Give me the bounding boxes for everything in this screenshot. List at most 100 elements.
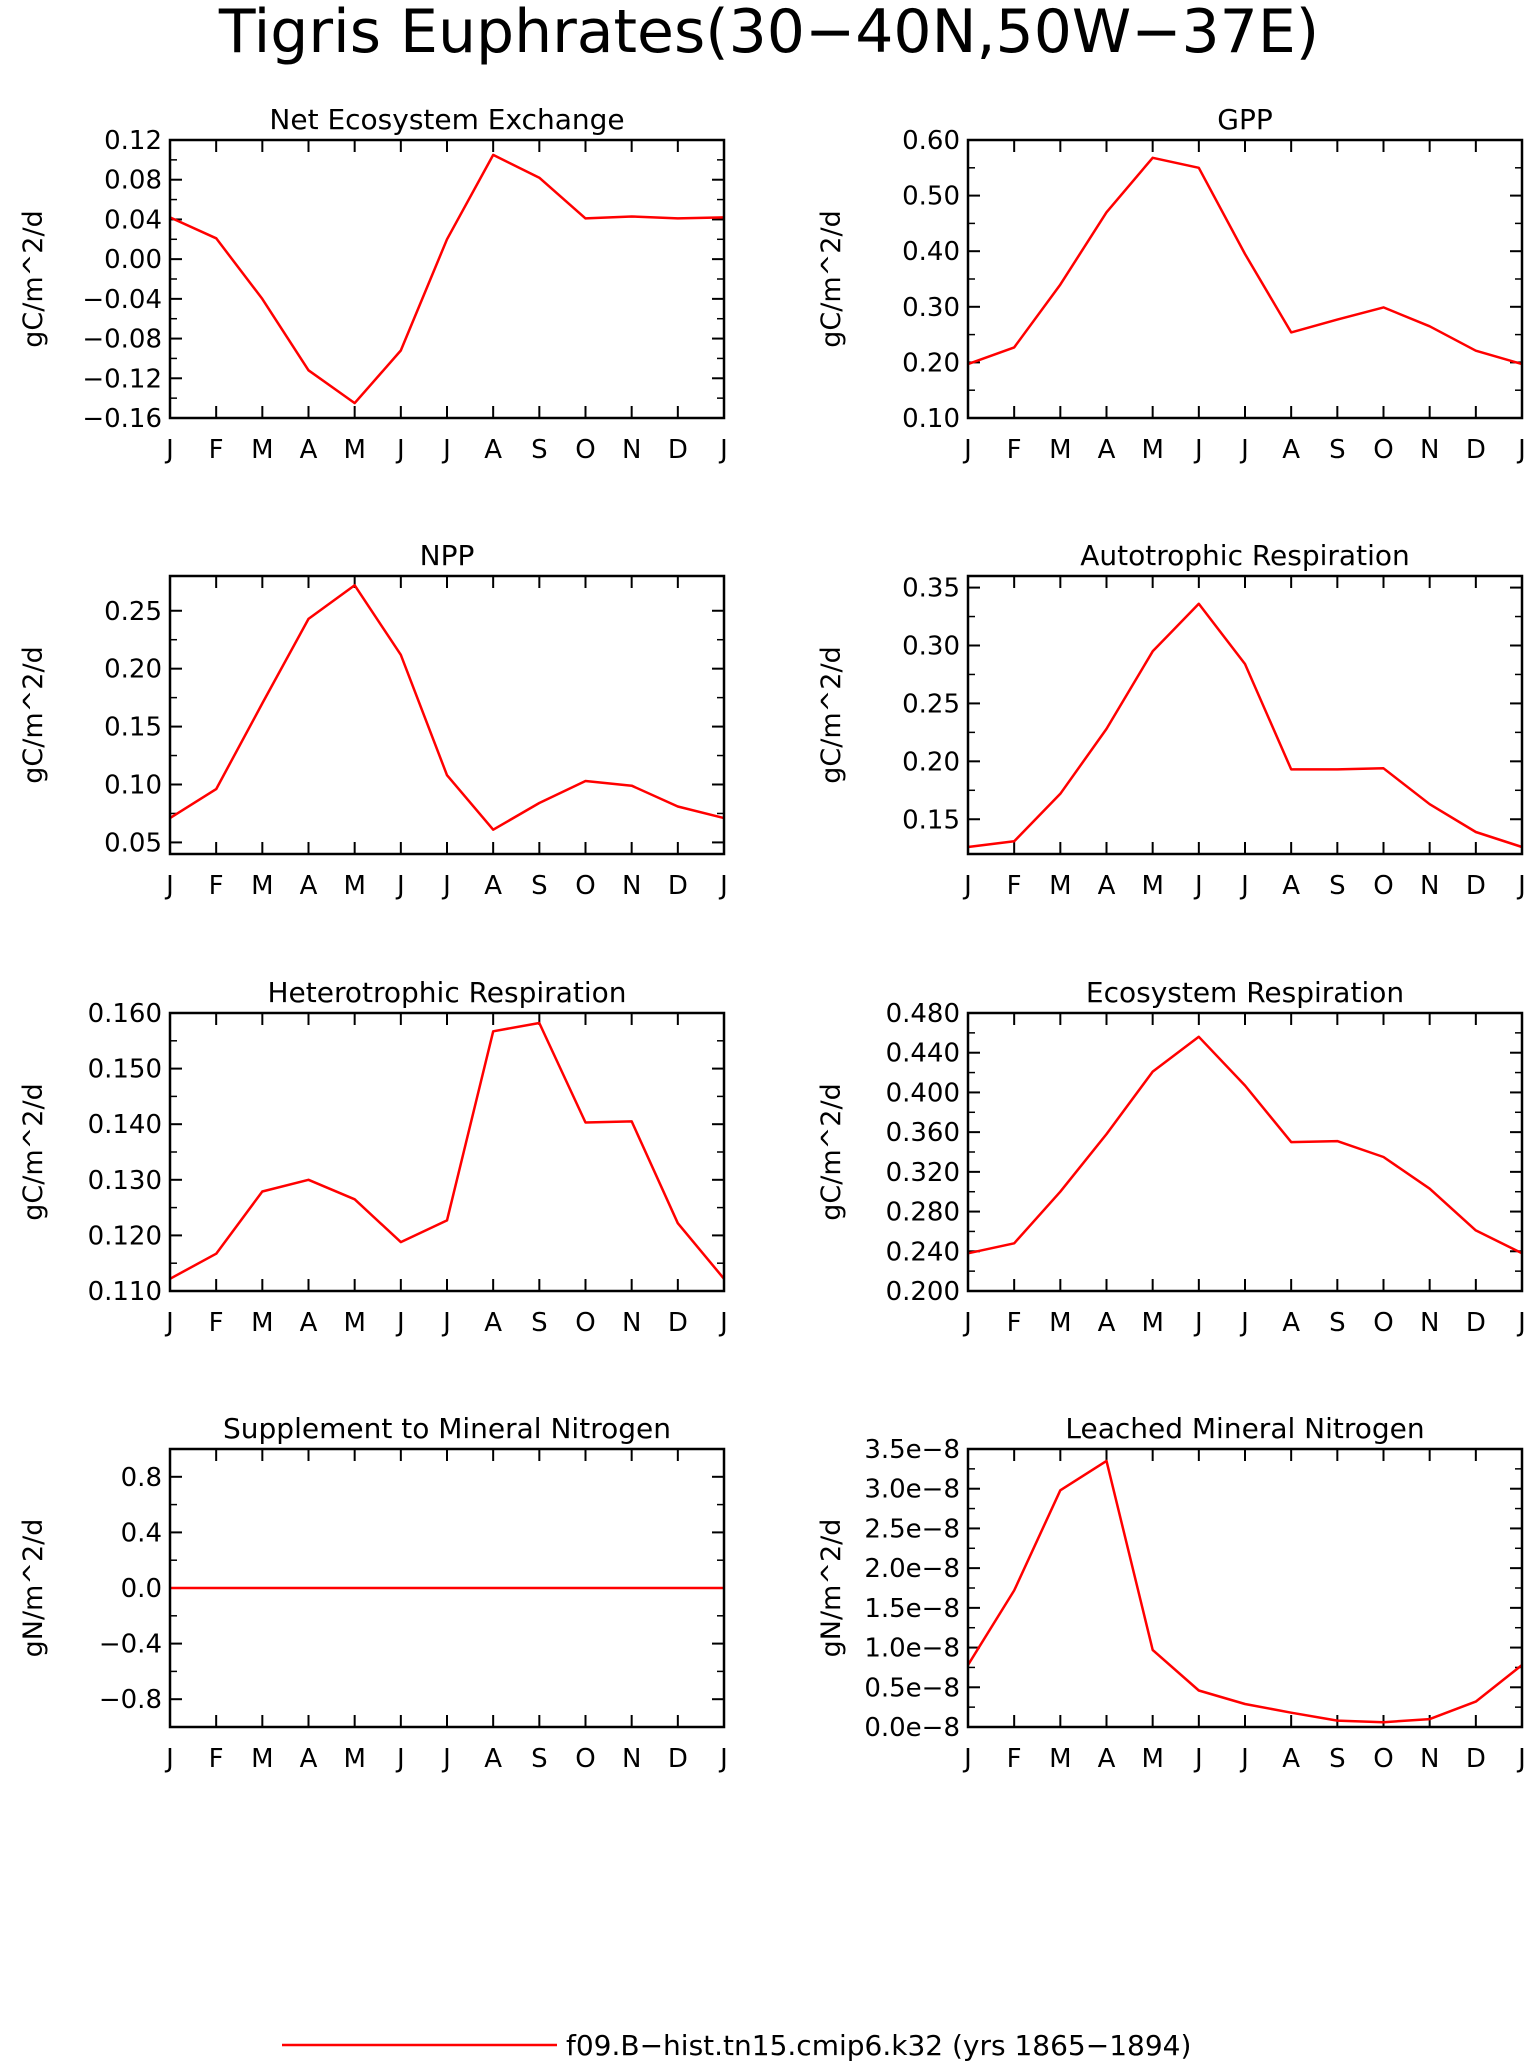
series-line-ecosystem-respiration xyxy=(967,1035,1523,1255)
y-axis-label: gC/m^2/d xyxy=(18,210,49,347)
x-tick-label: A xyxy=(300,1308,318,1338)
series-line-autotrophic-respiration xyxy=(967,602,1523,849)
x-tick-label: S xyxy=(531,1308,548,1338)
x-tick-label: A xyxy=(484,871,502,901)
panel-title: GPP xyxy=(1217,103,1272,136)
x-tick-label: J xyxy=(1193,435,1203,465)
series-line-leached-mineral-nitrogen xyxy=(966,1459,1523,1724)
x-tick-label: O xyxy=(1373,871,1393,901)
y-tick-label: 1.5e−8 xyxy=(864,1594,960,1624)
x-tick-label: J xyxy=(718,435,728,465)
plot-frame xyxy=(168,1011,726,1293)
y-tick-label: 0.150 xyxy=(88,1055,162,1085)
x-tick-label: N xyxy=(622,1744,641,1774)
plot-frame xyxy=(966,574,1524,856)
x-tick-label: A xyxy=(300,435,318,465)
panel-title: Ecosystem Respiration xyxy=(1086,976,1404,1009)
x-tick-label: J xyxy=(164,871,174,901)
x-tick-label: F xyxy=(209,871,224,901)
x-tick-label: J xyxy=(1516,435,1526,465)
x-tick-label: J xyxy=(395,1744,405,1774)
x-tick-label: N xyxy=(1420,1744,1439,1774)
x-tick-label: M xyxy=(1141,435,1163,465)
chart-panel-supplement-to-mineral-nitrogen: Supplement to Mineral Nitrogen gN/m^2/d J F… xyxy=(18,1412,728,1774)
x-tick-label: A xyxy=(1282,871,1300,901)
x-tick-label: M xyxy=(343,1744,365,1774)
y-axis-label: gN/m^2/d xyxy=(18,1519,49,1658)
y-tick-label: 0.08 xyxy=(104,166,162,196)
x-tick-label: D xyxy=(668,1744,688,1774)
y-tick-label: −0.8 xyxy=(99,1685,162,1715)
x-tick-label: J xyxy=(1193,871,1203,901)
plot-frame xyxy=(966,138,1524,420)
x-tick-label: A xyxy=(300,1744,318,1774)
x-tick-label: M xyxy=(1141,1744,1163,1774)
x-tick-label: D xyxy=(1466,1744,1486,1774)
x-tick-label: A xyxy=(1282,1744,1300,1774)
y-tick-label: 0.4 xyxy=(121,1518,162,1548)
x-tick-label: J xyxy=(962,871,972,901)
y-tick-label: −0.04 xyxy=(82,285,162,315)
y-tick-label: 0.5e−8 xyxy=(864,1673,960,1703)
y-tick-label: 0.15 xyxy=(902,805,960,835)
x-tick-label: J xyxy=(962,435,972,465)
x-tick-label: J xyxy=(441,871,451,901)
x-tick-label: D xyxy=(668,1308,688,1338)
x-tick-label: A xyxy=(484,435,502,465)
x-tick-label: M xyxy=(343,1308,365,1338)
x-tick-label: N xyxy=(622,1308,641,1338)
x-tick-label: S xyxy=(1329,1744,1346,1774)
series-line-net-ecosystem-exchange xyxy=(169,153,725,405)
plot-frame xyxy=(168,1447,726,1729)
x-tick-label: F xyxy=(209,1308,224,1338)
plot-frame xyxy=(168,574,726,856)
legend-label: f09.B−hist.tn15.cmip6.k32 (yrs 1865−1894… xyxy=(566,2029,1191,2062)
x-tick-label: J xyxy=(1516,871,1526,901)
panel-title: Net Ecosystem Exchange xyxy=(269,103,624,136)
y-tick-label: 0.120 xyxy=(88,1221,162,1251)
y-tick-label: 0.20 xyxy=(104,655,162,685)
x-tick-label: J xyxy=(1516,1744,1526,1774)
y-tick-label: 0.60 xyxy=(902,126,960,156)
plot-frame xyxy=(168,138,726,420)
x-tick-label: N xyxy=(622,435,641,465)
x-tick-label: M xyxy=(343,435,365,465)
x-tick-label: S xyxy=(531,1744,548,1774)
y-axis-label: gN/m^2/d xyxy=(816,1519,847,1658)
y-tick-label: 0.0e−8 xyxy=(864,1713,960,1743)
y-tick-label: 0.360 xyxy=(886,1118,960,1148)
x-tick-label: A xyxy=(1098,435,1116,465)
x-tick-label: J xyxy=(164,1308,174,1338)
x-tick-label: A xyxy=(1282,435,1300,465)
y-tick-label: 0.05 xyxy=(104,828,162,858)
y-tick-label: 0.200 xyxy=(886,1277,960,1307)
x-tick-label: J xyxy=(1516,1308,1526,1338)
y-tick-label: 0.480 xyxy=(886,999,960,1029)
y-tick-label: 0.00 xyxy=(104,245,162,275)
x-tick-label: A xyxy=(484,1308,502,1338)
x-tick-label: M xyxy=(343,871,365,901)
x-tick-label: N xyxy=(1420,871,1439,901)
x-tick-label: M xyxy=(1049,1308,1071,1338)
x-tick-label: F xyxy=(1007,435,1022,465)
x-tick-label: J xyxy=(1193,1308,1203,1338)
y-tick-label: 1.0e−8 xyxy=(864,1634,960,1664)
y-tick-label: 0.15 xyxy=(104,713,162,743)
y-tick-label: 0.50 xyxy=(902,182,960,212)
x-tick-label: D xyxy=(668,871,688,901)
x-tick-label: A xyxy=(1098,1308,1116,1338)
y-tick-label: 0.240 xyxy=(886,1237,960,1267)
y-tick-label: 3.5e−8 xyxy=(864,1435,960,1465)
x-tick-label: N xyxy=(1420,435,1439,465)
x-tick-label: O xyxy=(575,1744,595,1774)
y-tick-label: 0.25 xyxy=(902,689,960,719)
figure-title: Tigris Euphrates(30−40N,50W−37E) xyxy=(218,0,1319,67)
x-tick-label: O xyxy=(575,435,595,465)
panel-title: Autotrophic Respiration xyxy=(1080,539,1409,572)
x-tick-label: O xyxy=(575,871,595,901)
